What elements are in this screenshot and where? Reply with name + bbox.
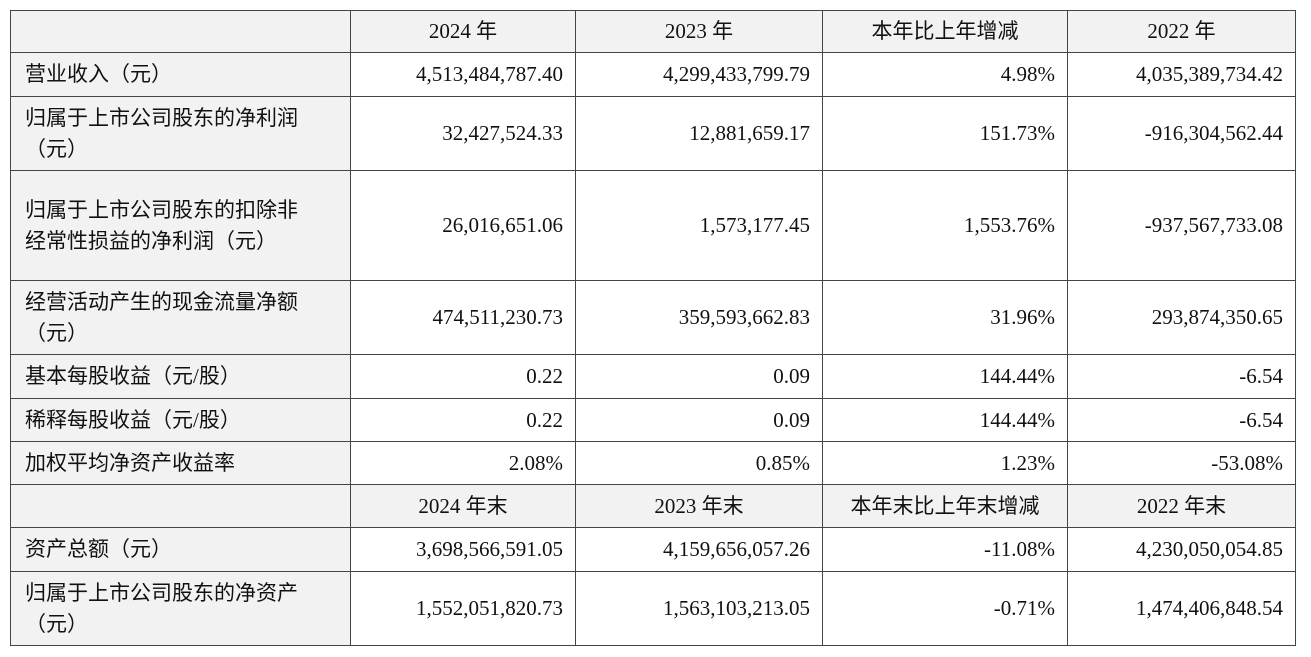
value-cell: 31.96% [822, 280, 1068, 355]
header-row: 2024 年 2023 年本年比上年增减 2022 年 [10, 10, 1296, 53]
header-cell: 2023 年 [575, 10, 823, 53]
value-cell: -6.54 [1067, 398, 1296, 442]
value-cell: -0.71% [822, 571, 1068, 646]
row-label: 加权平均净资产收益率 [10, 441, 351, 485]
value-cell: 474,511,230.73 [350, 280, 576, 355]
value-cell: -11.08% [822, 527, 1068, 572]
value-cell: 0.09 [575, 398, 823, 442]
value-cell: 4,230,050,054.85 [1067, 527, 1296, 572]
header-row: 2024 年末 2023 年末 本年末比上年末增减 2022 年末 [10, 484, 1296, 528]
row-label: 归属于上市公司股东的净资产（元） [10, 571, 351, 646]
value-cell: 1.23% [822, 441, 1068, 485]
value-cell: 144.44% [822, 354, 1068, 399]
value-cell: 4,159,656,057.26 [575, 527, 823, 572]
row-label: 基本每股收益（元/股） [10, 354, 351, 399]
corner-cell [10, 484, 351, 528]
value-cell: -916,304,562.44 [1067, 96, 1296, 171]
row-label: 经营活动产生的现金流量净额（元） [10, 280, 351, 355]
value-cell: 4,513,484,787.40 [350, 52, 576, 97]
value-cell: 26,016,651.06 [350, 170, 576, 281]
value-cell: 151.73% [822, 96, 1068, 171]
data-row: 归属于上市公司股东的净利润（元） 32,427,524.33 12,881,659.… [10, 96, 1296, 171]
value-cell: 1,553.76% [822, 170, 1068, 281]
value-cell: 3,698,566,591.05 [350, 527, 576, 572]
data-row: 归属于上市公司股东的扣除非经常性损益的净利润（元） 26,016,651.06 1,… [10, 170, 1296, 281]
value-cell: 1,552,051,820.73 [350, 571, 576, 646]
value-cell: 0.22 [350, 354, 576, 399]
value-cell: 0.09 [575, 354, 823, 399]
header-cell: 2022 年 [1067, 10, 1296, 53]
value-cell: 0.85% [575, 441, 823, 485]
row-label: 稀释每股收益（元/股） [10, 398, 351, 442]
value-cell: 1,474,406,848.54 [1067, 571, 1296, 646]
header-cell: 2022 年末 [1067, 484, 1296, 528]
value-cell: 32,427,524.33 [350, 96, 576, 171]
value-cell: -6.54 [1067, 354, 1296, 399]
header-cell: 2023 年末 [575, 484, 823, 528]
row-label: 归属于上市公司股东的净利润（元） [10, 96, 351, 171]
value-cell: 144.44% [822, 398, 1068, 442]
row-label: 营业收入（元） [10, 52, 351, 97]
value-cell: 4,035,389,734.42 [1067, 52, 1296, 97]
data-row: 稀释每股收益（元/股） 0.22 0.09 144.44% -6.54 [10, 398, 1296, 442]
value-cell: 2.08% [350, 441, 576, 485]
data-row: 资产总额（元） 3,698,566,591.05 4,159,656,057.26-… [10, 527, 1296, 572]
value-cell: -53.08% [1067, 441, 1296, 485]
data-row: 加权平均净资产收益率 2.08% 0.85% 1.23% -53.08% [10, 441, 1296, 485]
value-cell: 1,563,103,213.05 [575, 571, 823, 646]
data-row: 归属于上市公司股东的净资产（元） 1,552,051,820.73 1,563,10… [10, 571, 1296, 646]
table-body: 2024 年 2023 年本年比上年增减 2022 年营业收入（元） 4,513,48… [10, 10, 1296, 646]
value-cell: 4,299,433,799.79 [575, 52, 823, 97]
value-cell: 12,881,659.17 [575, 96, 823, 171]
row-label: 资产总额（元） [10, 527, 351, 572]
data-table: 2024 年 2023 年本年比上年增减 2022 年营业收入（元） 4,513,48… [10, 10, 1296, 646]
value-cell: 0.22 [350, 398, 576, 442]
row-label: 归属于上市公司股东的扣除非经常性损益的净利润（元） [10, 170, 351, 281]
data-row: 基本每股收益（元/股） 0.22 0.09 144.44% -6.54 [10, 354, 1296, 399]
value-cell: 1,573,177.45 [575, 170, 823, 281]
header-cell: 本年末比上年末增减 [822, 484, 1068, 528]
data-row: 营业收入（元） 4,513,484,787.40 4,299,433,799.79 4… [10, 52, 1296, 97]
corner-cell [10, 10, 351, 53]
header-cell: 2024 年 [350, 10, 576, 53]
value-cell: 293,874,350.65 [1067, 280, 1296, 355]
value-cell: 359,593,662.83 [575, 280, 823, 355]
value-cell: -937,567,733.08 [1067, 170, 1296, 281]
header-cell: 2024 年末 [350, 484, 576, 528]
data-row: 经营活动产生的现金流量净额（元） 474,511,230.73 359,593,66… [10, 280, 1296, 355]
header-cell: 本年比上年增减 [822, 10, 1068, 53]
value-cell: 4.98% [822, 52, 1068, 97]
